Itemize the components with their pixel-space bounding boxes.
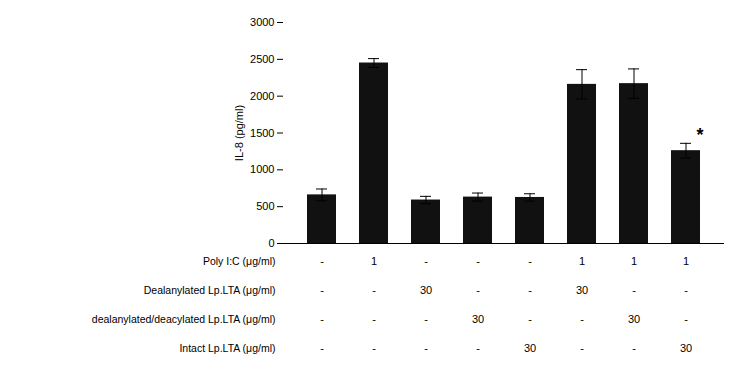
svg-text:-: - [320,284,324,296]
svg-text:1500: 1500 [250,127,274,139]
svg-text:dealanylated/deacylated Lp.LTA: dealanylated/deacylated Lp.LTA (μg/ml) [92,313,276,325]
svg-text:-: - [424,342,428,354]
svg-text:2000: 2000 [250,90,274,102]
svg-text:-: - [320,342,324,354]
svg-text:2500: 2500 [250,53,274,65]
svg-text:-: - [320,255,324,267]
svg-text:1: 1 [371,255,377,267]
svg-text:-: - [632,342,636,354]
svg-text:30: 30 [628,313,640,325]
svg-text:30: 30 [524,342,536,354]
svg-text:*: * [696,125,703,145]
svg-text:3000: 3000 [250,16,274,28]
svg-text:-: - [632,284,636,296]
svg-text:-: - [528,313,532,325]
svg-text:Dealanylated Lp.LTA (μg/ml): Dealanylated Lp.LTA (μg/ml) [144,284,276,296]
svg-text:30: 30 [420,284,432,296]
svg-text:-: - [528,284,532,296]
svg-text:-: - [424,255,428,267]
svg-text:30: 30 [576,284,588,296]
svg-text:1000: 1000 [250,163,274,175]
svg-text:1: 1 [683,255,689,267]
svg-text:-: - [372,313,376,325]
svg-text:-: - [320,313,324,325]
svg-text:-: - [684,284,688,296]
svg-text:30: 30 [680,342,692,354]
svg-text:-: - [580,342,584,354]
svg-text:IL-8 (pg/ml): IL-8 (pg/ml) [233,105,245,161]
svg-text:-: - [476,255,480,267]
svg-text:-: - [580,313,584,325]
svg-text:-: - [372,284,376,296]
svg-text:-: - [684,313,688,325]
svg-text:Intact Lp.LTA (μg/ml): Intact Lp.LTA (μg/ml) [179,342,275,354]
svg-text:1: 1 [579,255,585,267]
svg-text:500: 500 [256,200,274,212]
svg-text:-: - [476,284,480,296]
svg-text:1: 1 [631,255,637,267]
svg-text:30: 30 [472,313,484,325]
svg-text:Poly I:C (μg/ml): Poly I:C (μg/ml) [203,255,276,267]
svg-text:-: - [476,342,480,354]
svg-text:-: - [424,313,428,325]
svg-text:-: - [528,255,532,267]
svg-text:0: 0 [268,237,274,249]
svg-text:-: - [372,342,376,354]
